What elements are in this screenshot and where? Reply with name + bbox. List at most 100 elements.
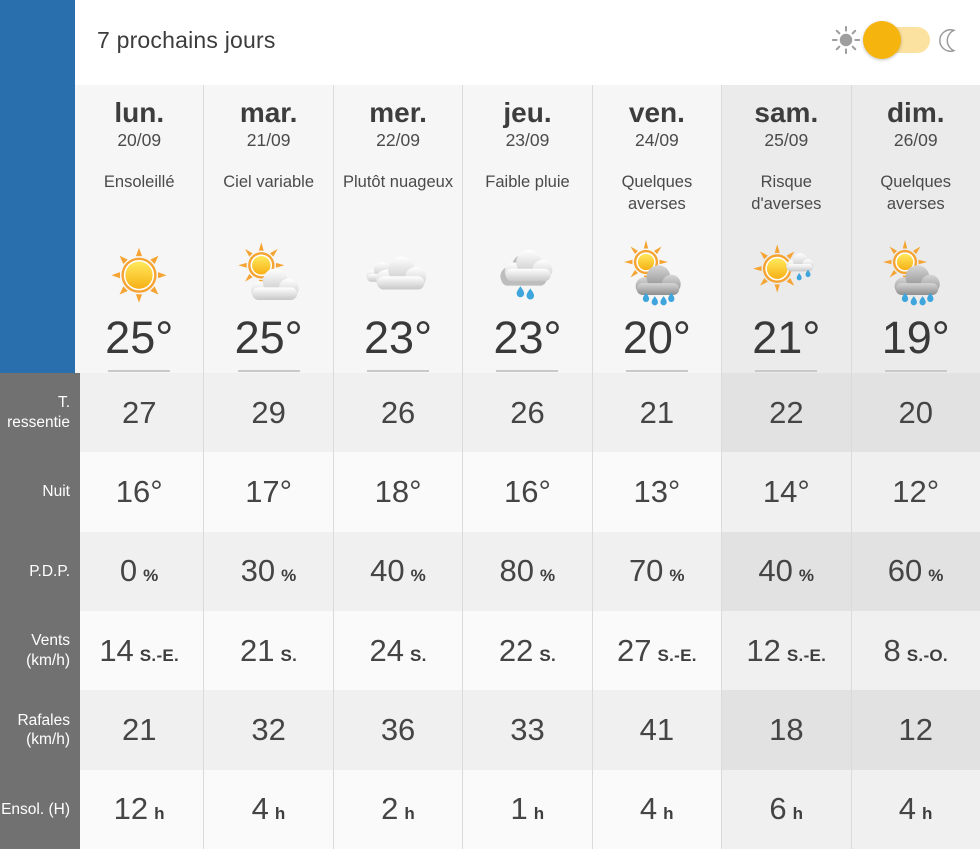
day-name: mar. [239, 97, 298, 128]
row-label-gusts: Rafales (km/h) [17, 711, 70, 748]
cell-wind: 21 S. [204, 610, 333, 691]
cell-feels-like: 29 [204, 373, 333, 453]
feels-like-value: 26 [380, 394, 416, 430]
gusts-value: 41 [639, 711, 675, 747]
weather-icon-zone [463, 230, 592, 315]
day-header: jeu. 23/09 Faible pluie [463, 85, 592, 230]
wind-speed-value: 24 [369, 632, 404, 668]
feels-like-value: 29 [251, 394, 286, 430]
page-title: 7 prochains jours [97, 26, 276, 53]
row-labels-sidebar: T. ressentie Nuit P.D.P. Vents (km/h) Ra… [0, 373, 80, 849]
day-night-toggle[interactable] [831, 21, 964, 59]
cell-feels-like: 26 [463, 373, 592, 453]
cell-feels-like: 22 [722, 373, 851, 453]
day-column-jeu[interactable]: jeu. 23/09 Faible pluie 23° 26 16° 80% 2… [462, 85, 592, 849]
night-temp-value: 13° [633, 473, 681, 509]
wind-direction: S.-E. [657, 645, 697, 665]
percent-unit: % [540, 566, 556, 586]
hours-unit: h [404, 804, 416, 824]
day-header: ven. 24/09 Quelques averses [592, 85, 722, 230]
sun-hours-value: 1 [510, 791, 528, 827]
cell-sun-hours: 12 h [75, 769, 204, 849]
day-high-temp: 23° [493, 312, 562, 363]
cell-precip-probability: 0% [75, 531, 204, 611]
cell-night-temp: 12° [851, 452, 980, 532]
cell-precip-probability: 40% [333, 531, 463, 611]
day-header: lun. 20/09 Ensoleillé [75, 85, 204, 230]
day-temp-zone: 23° [463, 312, 592, 373]
wind-direction: S.-E. [139, 645, 180, 665]
precip-probability-value: 30 [240, 553, 276, 589]
day-date: 26/09 [893, 130, 938, 151]
night-temp-value: 12° [892, 473, 940, 509]
temp-underline [496, 370, 559, 372]
weather-icon-zone [333, 230, 463, 315]
gusts-value: 33 [510, 711, 545, 747]
day-date: 23/09 [505, 130, 550, 151]
day-column-mar[interactable]: mar. 21/09 Ciel variable 25° 29 17° 30% … [203, 85, 333, 849]
percent-unit: % [281, 566, 297, 586]
cell-gusts: 36 [333, 690, 463, 770]
blue-accent-bar [0, 0, 75, 373]
night-temp-value: 16° [504, 473, 551, 509]
cell-wind: 8 S.-O. [851, 610, 980, 691]
hours-unit: h [274, 804, 286, 824]
gusts-value: 21 [121, 711, 157, 747]
toggle-switch[interactable] [863, 21, 930, 59]
day-name: dim. [886, 97, 945, 128]
day-high-temp: 25° [105, 312, 174, 363]
precip-probability-value: 0 [119, 553, 138, 589]
weather-icon-zone [722, 230, 851, 315]
day-temp-zone: 25° [204, 315, 333, 373]
percent-unit: % [669, 566, 685, 586]
toggle-knob[interactable] [863, 21, 901, 59]
cell-feels-like: 21 [592, 373, 722, 453]
wind-speed-value: 8 [883, 632, 901, 668]
cell-gusts: 41 [592, 690, 722, 770]
cell-precip-probability: 70% [592, 531, 722, 611]
day-name: sam. [754, 97, 819, 128]
day-column-sam[interactable]: sam. 25/09 Risque d'averses 21° 22 14° 4… [721, 85, 851, 849]
weather-icon-cloud [359, 240, 437, 306]
cell-precip-probability: 80% [463, 531, 592, 611]
sun-hours-value: 4 [639, 791, 658, 827]
temp-underline [884, 370, 947, 372]
temp-underline [108, 370, 171, 372]
percent-unit: % [410, 566, 426, 586]
wind-speed-value: 22 [498, 632, 534, 668]
gusts-value: 36 [380, 711, 416, 747]
day-column-dim[interactable]: dim. 26/09 Quelques averses 19° 20 12° 6… [850, 85, 980, 849]
day-temp-zone: 21° [722, 315, 851, 373]
cell-gusts: 32 [204, 690, 333, 770]
temp-underline [237, 370, 300, 372]
weather-icon-zone [592, 230, 722, 315]
day-column-lun[interactable]: lun. 20/09 Ensoleillé 25° 27 16° 0% 14 S.… [75, 85, 204, 849]
night-temp-value: 17° [245, 473, 293, 509]
gusts-value: 12 [898, 711, 933, 747]
moon-icon [939, 28, 956, 52]
feels-like-value: 22 [769, 394, 804, 430]
cell-feels-like: 26 [333, 373, 463, 453]
wind-speed-value: 14 [99, 632, 134, 668]
weather-icon-zone [75, 230, 204, 315]
row-label-sun-hours: Ensol. (H) [1, 800, 70, 818]
precip-probability-value: 40 [370, 553, 405, 589]
sun-icon [831, 25, 861, 55]
weather-icon-zone [851, 230, 980, 315]
cell-night-temp: 16° [463, 452, 592, 532]
day-date: 20/09 [117, 130, 162, 151]
gusts-value: 32 [251, 711, 286, 747]
day-date: 25/09 [764, 130, 809, 151]
hours-unit: h [663, 804, 674, 824]
precip-probability-value: 40 [758, 553, 793, 589]
day-column-ven[interactable]: ven. 24/09 Quelques averses 20° 21 13° 7… [591, 85, 722, 849]
day-column-mer[interactable]: mer. 22/09 Plutôt nuageux 23° 26 18° 40%… [332, 85, 463, 849]
hours-unit: h [792, 804, 804, 824]
cell-gusts: 21 [75, 690, 204, 770]
